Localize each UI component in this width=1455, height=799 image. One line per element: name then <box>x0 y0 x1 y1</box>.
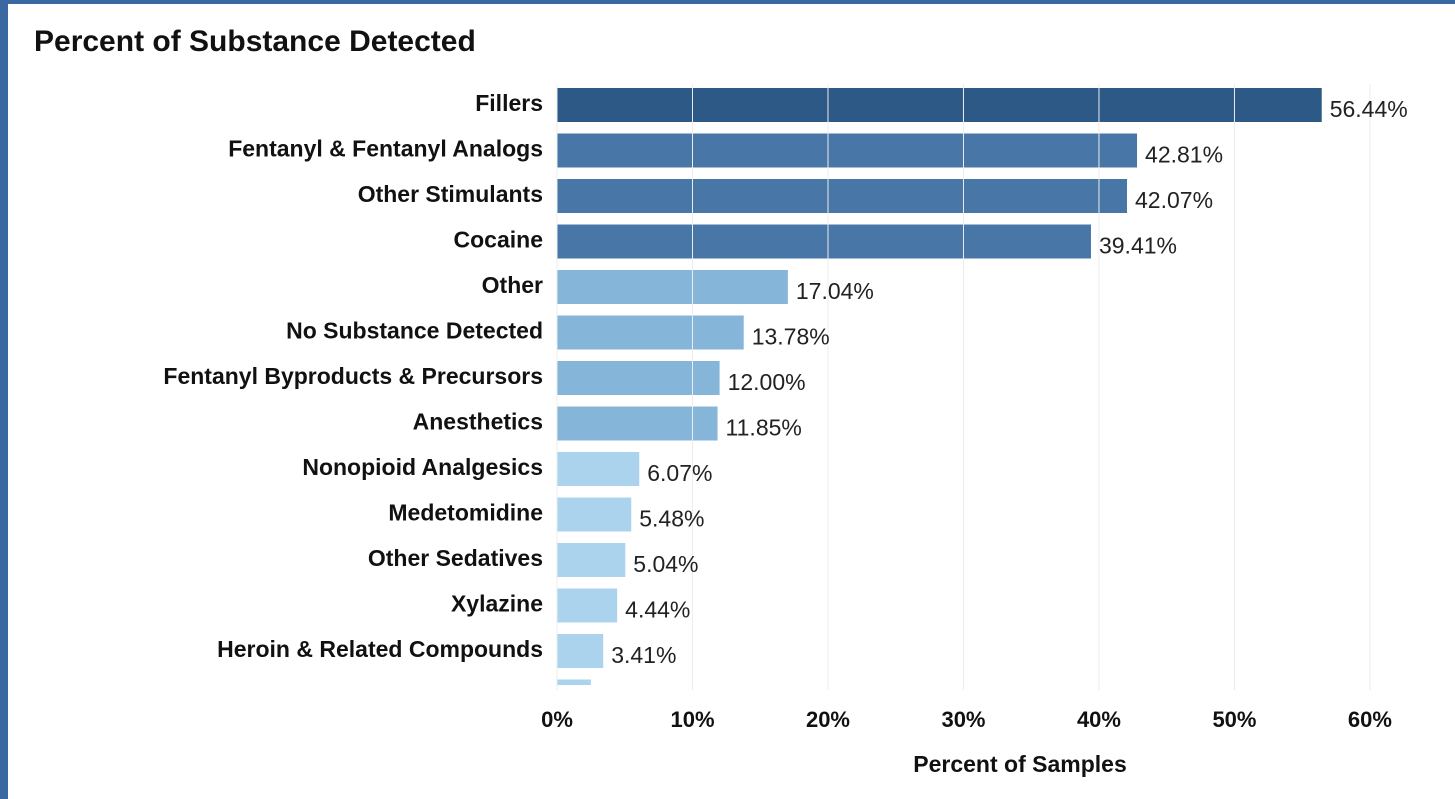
bar <box>557 679 591 685</box>
x-axis-title: Percent of Samples <box>913 751 1126 777</box>
value-label: 39.41% <box>1099 233 1177 259</box>
x-tick-label: 30% <box>941 707 985 732</box>
value-label: 42.81% <box>1145 142 1223 168</box>
y-tick-label: Fillers <box>475 90 543 116</box>
y-tick-label: Fentanyl & Fentanyl Analogs <box>228 136 543 162</box>
bar <box>557 543 626 577</box>
y-tick-label: Nonopioid Analgesics <box>302 454 543 480</box>
y-tick-label: Xylazine <box>451 591 543 617</box>
y-tick-label: Other Stimulants <box>358 181 543 207</box>
y-tick-label: Medetomidine <box>388 500 543 526</box>
bar <box>557 224 1091 259</box>
x-tick-label: 20% <box>806 707 850 732</box>
bar <box>557 133 1138 168</box>
value-label: 3.41% <box>611 642 676 668</box>
value-label: 5.48% <box>639 506 704 532</box>
value-label: 12.00% <box>728 369 806 395</box>
bar <box>557 315 744 350</box>
value-label: 6.07% <box>647 460 712 486</box>
bar <box>557 270 788 304</box>
x-tick-label: 50% <box>1212 707 1256 732</box>
bar <box>557 497 632 532</box>
value-label: 5.04% <box>633 551 698 577</box>
bar <box>557 634 604 668</box>
y-tick-label: No Substance Detected <box>286 318 543 344</box>
panel <box>8 4 1455 799</box>
x-tick-label: 0% <box>541 707 573 732</box>
value-label: 42.07% <box>1135 187 1213 213</box>
bar <box>557 452 640 486</box>
x-tick-label: 60% <box>1348 707 1392 732</box>
value-label: 17.04% <box>796 278 874 304</box>
y-tick-label: Anesthetics <box>413 409 543 435</box>
plot <box>557 88 1322 685</box>
bar <box>557 88 1322 122</box>
value-label: 13.78% <box>752 324 830 350</box>
chart-title: Percent of Substance Detected <box>34 25 476 58</box>
bar <box>557 179 1128 213</box>
x-tick-label: 10% <box>670 707 714 732</box>
y-tick-label: Fentanyl Byproducts & Precursors <box>163 363 543 389</box>
bar <box>557 361 720 395</box>
value-label: 56.44% <box>1330 96 1408 122</box>
value-label: 11.85% <box>726 415 802 441</box>
y-tick-label: Other <box>482 272 543 298</box>
x-tick-label: 40% <box>1077 707 1121 732</box>
y-tick-label: Heroin & Related Compounds <box>217 636 543 662</box>
value-label: 4.44% <box>625 597 690 623</box>
bar <box>557 406 718 441</box>
y-tick-label: Cocaine <box>454 227 543 253</box>
bar <box>557 588 618 623</box>
y-tick-label: Other Sedatives <box>368 545 543 571</box>
